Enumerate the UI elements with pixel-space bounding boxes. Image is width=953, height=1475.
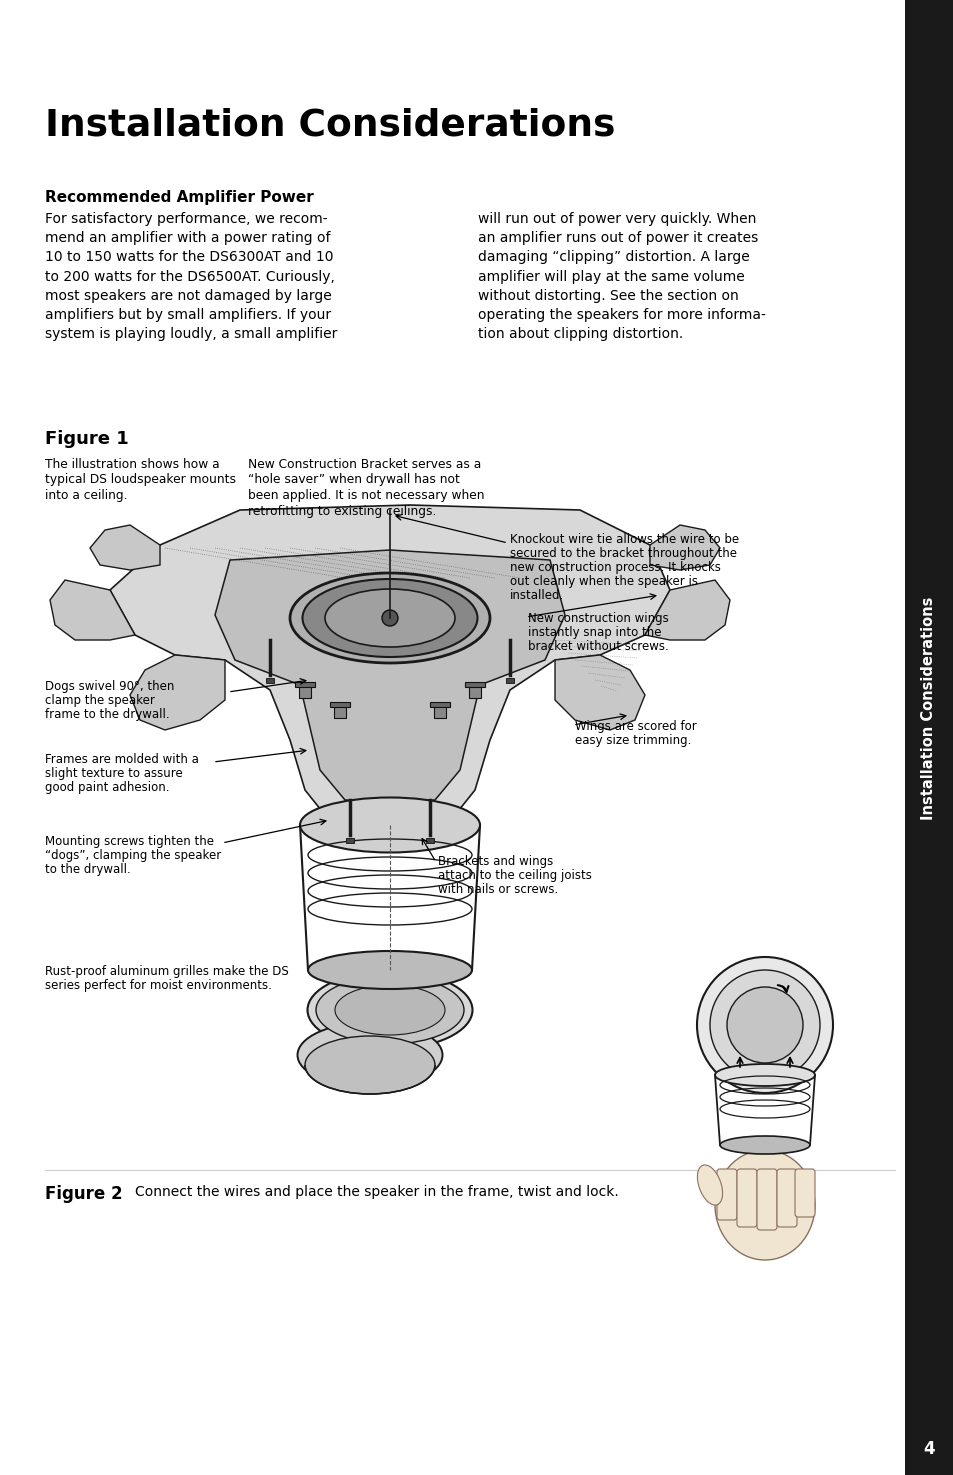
Text: clamp the speaker: clamp the speaker <box>45 695 154 707</box>
Ellipse shape <box>302 580 477 656</box>
Text: system is playing loudly, a small amplifier: system is playing loudly, a small amplif… <box>45 327 337 341</box>
Text: Wings are scored for: Wings are scored for <box>575 720 696 733</box>
Text: instantly snap into the: instantly snap into the <box>527 625 660 639</box>
Bar <box>469 686 480 698</box>
Text: tion about clipping distortion.: tion about clipping distortion. <box>477 327 682 341</box>
Circle shape <box>709 971 820 1080</box>
Text: mend an amplifier with a power rating of: mend an amplifier with a power rating of <box>45 232 330 245</box>
Polygon shape <box>649 525 720 569</box>
Text: Knockout wire tie allows the wire to be: Knockout wire tie allows the wire to be <box>510 532 739 546</box>
Ellipse shape <box>714 1150 814 1260</box>
Bar <box>298 686 311 698</box>
Text: typical DS loudspeaker mounts: typical DS loudspeaker mounts <box>45 473 235 487</box>
Ellipse shape <box>299 798 479 853</box>
FancyBboxPatch shape <box>757 1170 776 1230</box>
Text: Frames are molded with a: Frames are molded with a <box>45 754 198 766</box>
Text: good paint adhesion.: good paint adhesion. <box>45 780 170 794</box>
Bar <box>464 681 484 687</box>
Text: Dogs swivel 90°, then: Dogs swivel 90°, then <box>45 680 174 693</box>
Ellipse shape <box>290 572 490 662</box>
Bar <box>904 0 953 1475</box>
Text: Recommended Amplifier Power: Recommended Amplifier Power <box>45 190 314 205</box>
Text: been applied. It is not necessary when: been applied. It is not necessary when <box>248 490 484 502</box>
FancyBboxPatch shape <box>776 1170 796 1227</box>
Ellipse shape <box>697 1165 721 1205</box>
Text: Figure 1: Figure 1 <box>45 431 129 448</box>
Ellipse shape <box>305 1035 435 1094</box>
Circle shape <box>726 987 802 1063</box>
Bar <box>904 1423 953 1475</box>
FancyBboxPatch shape <box>737 1170 757 1227</box>
Text: frame to the drywall.: frame to the drywall. <box>45 708 170 721</box>
Text: new construction process. It knocks: new construction process. It knocks <box>510 560 720 574</box>
Text: will run out of power very quickly. When: will run out of power very quickly. When <box>477 212 756 226</box>
FancyBboxPatch shape <box>794 1170 814 1217</box>
Bar <box>434 707 446 718</box>
Bar <box>346 838 354 844</box>
Ellipse shape <box>308 951 472 990</box>
Text: New construction wings: New construction wings <box>527 612 668 625</box>
Ellipse shape <box>297 1022 442 1087</box>
Circle shape <box>381 611 397 625</box>
Text: to 200 watts for the DS6500AT. Curiously,: to 200 watts for the DS6500AT. Curiously… <box>45 270 335 283</box>
Bar <box>430 702 450 707</box>
Text: retrofitting to existing ceilings.: retrofitting to existing ceilings. <box>248 504 436 518</box>
Text: amplifiers but by small amplifiers. If your: amplifiers but by small amplifiers. If y… <box>45 308 331 322</box>
Text: Installation Considerations: Installation Considerations <box>45 108 615 145</box>
Text: easy size trimming.: easy size trimming. <box>575 735 691 746</box>
Bar <box>330 702 350 707</box>
Text: slight texture to assure: slight texture to assure <box>45 767 183 780</box>
Text: into a ceiling.: into a ceiling. <box>45 490 128 502</box>
Text: 4: 4 <box>923 1440 934 1457</box>
Circle shape <box>697 957 832 1093</box>
Ellipse shape <box>714 1063 814 1086</box>
Text: series perfect for moist environments.: series perfect for moist environments. <box>45 979 272 993</box>
Text: attach to the ceiling joists: attach to the ceiling joists <box>437 869 591 882</box>
Text: secured to the bracket throughout the: secured to the bracket throughout the <box>510 547 737 560</box>
FancyBboxPatch shape <box>717 1170 737 1220</box>
Text: 10 to 150 watts for the DS6300AT and 10: 10 to 150 watts for the DS6300AT and 10 <box>45 251 334 264</box>
Text: installed.: installed. <box>510 589 563 602</box>
Text: most speakers are not damaged by large: most speakers are not damaged by large <box>45 289 332 302</box>
Text: Brackets and wings: Brackets and wings <box>437 855 553 867</box>
Text: out cleanly when the speaker is: out cleanly when the speaker is <box>510 575 698 589</box>
Text: damaging “clipping” distortion. A large: damaging “clipping” distortion. A large <box>477 251 749 264</box>
Text: The illustration shows how a: The illustration shows how a <box>45 459 219 471</box>
Text: operating the speakers for more informa-: operating the speakers for more informa- <box>477 308 765 322</box>
Bar <box>334 707 346 718</box>
Polygon shape <box>110 504 669 827</box>
Text: Figure 2: Figure 2 <box>45 1184 123 1204</box>
Text: bracket without screws.: bracket without screws. <box>527 640 668 653</box>
Ellipse shape <box>720 1136 809 1153</box>
Polygon shape <box>50 580 135 640</box>
Text: an amplifier runs out of power it creates: an amplifier runs out of power it create… <box>477 232 758 245</box>
Text: Mounting screws tighten the: Mounting screws tighten the <box>45 835 213 848</box>
Text: “hole saver” when drywall has not: “hole saver” when drywall has not <box>248 473 459 487</box>
Text: Rust-proof aluminum grilles make the DS: Rust-proof aluminum grilles make the DS <box>45 965 289 978</box>
Text: “dogs”, clamping the speaker: “dogs”, clamping the speaker <box>45 850 221 861</box>
Text: Installation Considerations: Installation Considerations <box>921 596 936 820</box>
Text: with nails or screws.: with nails or screws. <box>437 884 558 895</box>
Text: Connect the wires and place the speaker in the frame, twist and lock.: Connect the wires and place the speaker … <box>135 1184 618 1199</box>
Text: to the drywall.: to the drywall. <box>45 863 131 876</box>
Polygon shape <box>644 580 729 640</box>
Polygon shape <box>214 550 564 802</box>
Bar <box>266 678 274 683</box>
Polygon shape <box>130 655 225 730</box>
Bar <box>426 838 434 844</box>
Ellipse shape <box>325 589 455 648</box>
Ellipse shape <box>307 971 472 1049</box>
Polygon shape <box>555 655 644 730</box>
Ellipse shape <box>315 976 463 1044</box>
Text: New Construction Bracket serves as a: New Construction Bracket serves as a <box>248 459 480 471</box>
Ellipse shape <box>335 985 444 1035</box>
Bar <box>294 681 314 687</box>
Text: For satisfactory performance, we recom-: For satisfactory performance, we recom- <box>45 212 327 226</box>
Polygon shape <box>90 525 160 569</box>
Bar <box>505 678 514 683</box>
Text: amplifier will play at the same volume: amplifier will play at the same volume <box>477 270 744 283</box>
Text: without distorting. See the section on: without distorting. See the section on <box>477 289 738 302</box>
